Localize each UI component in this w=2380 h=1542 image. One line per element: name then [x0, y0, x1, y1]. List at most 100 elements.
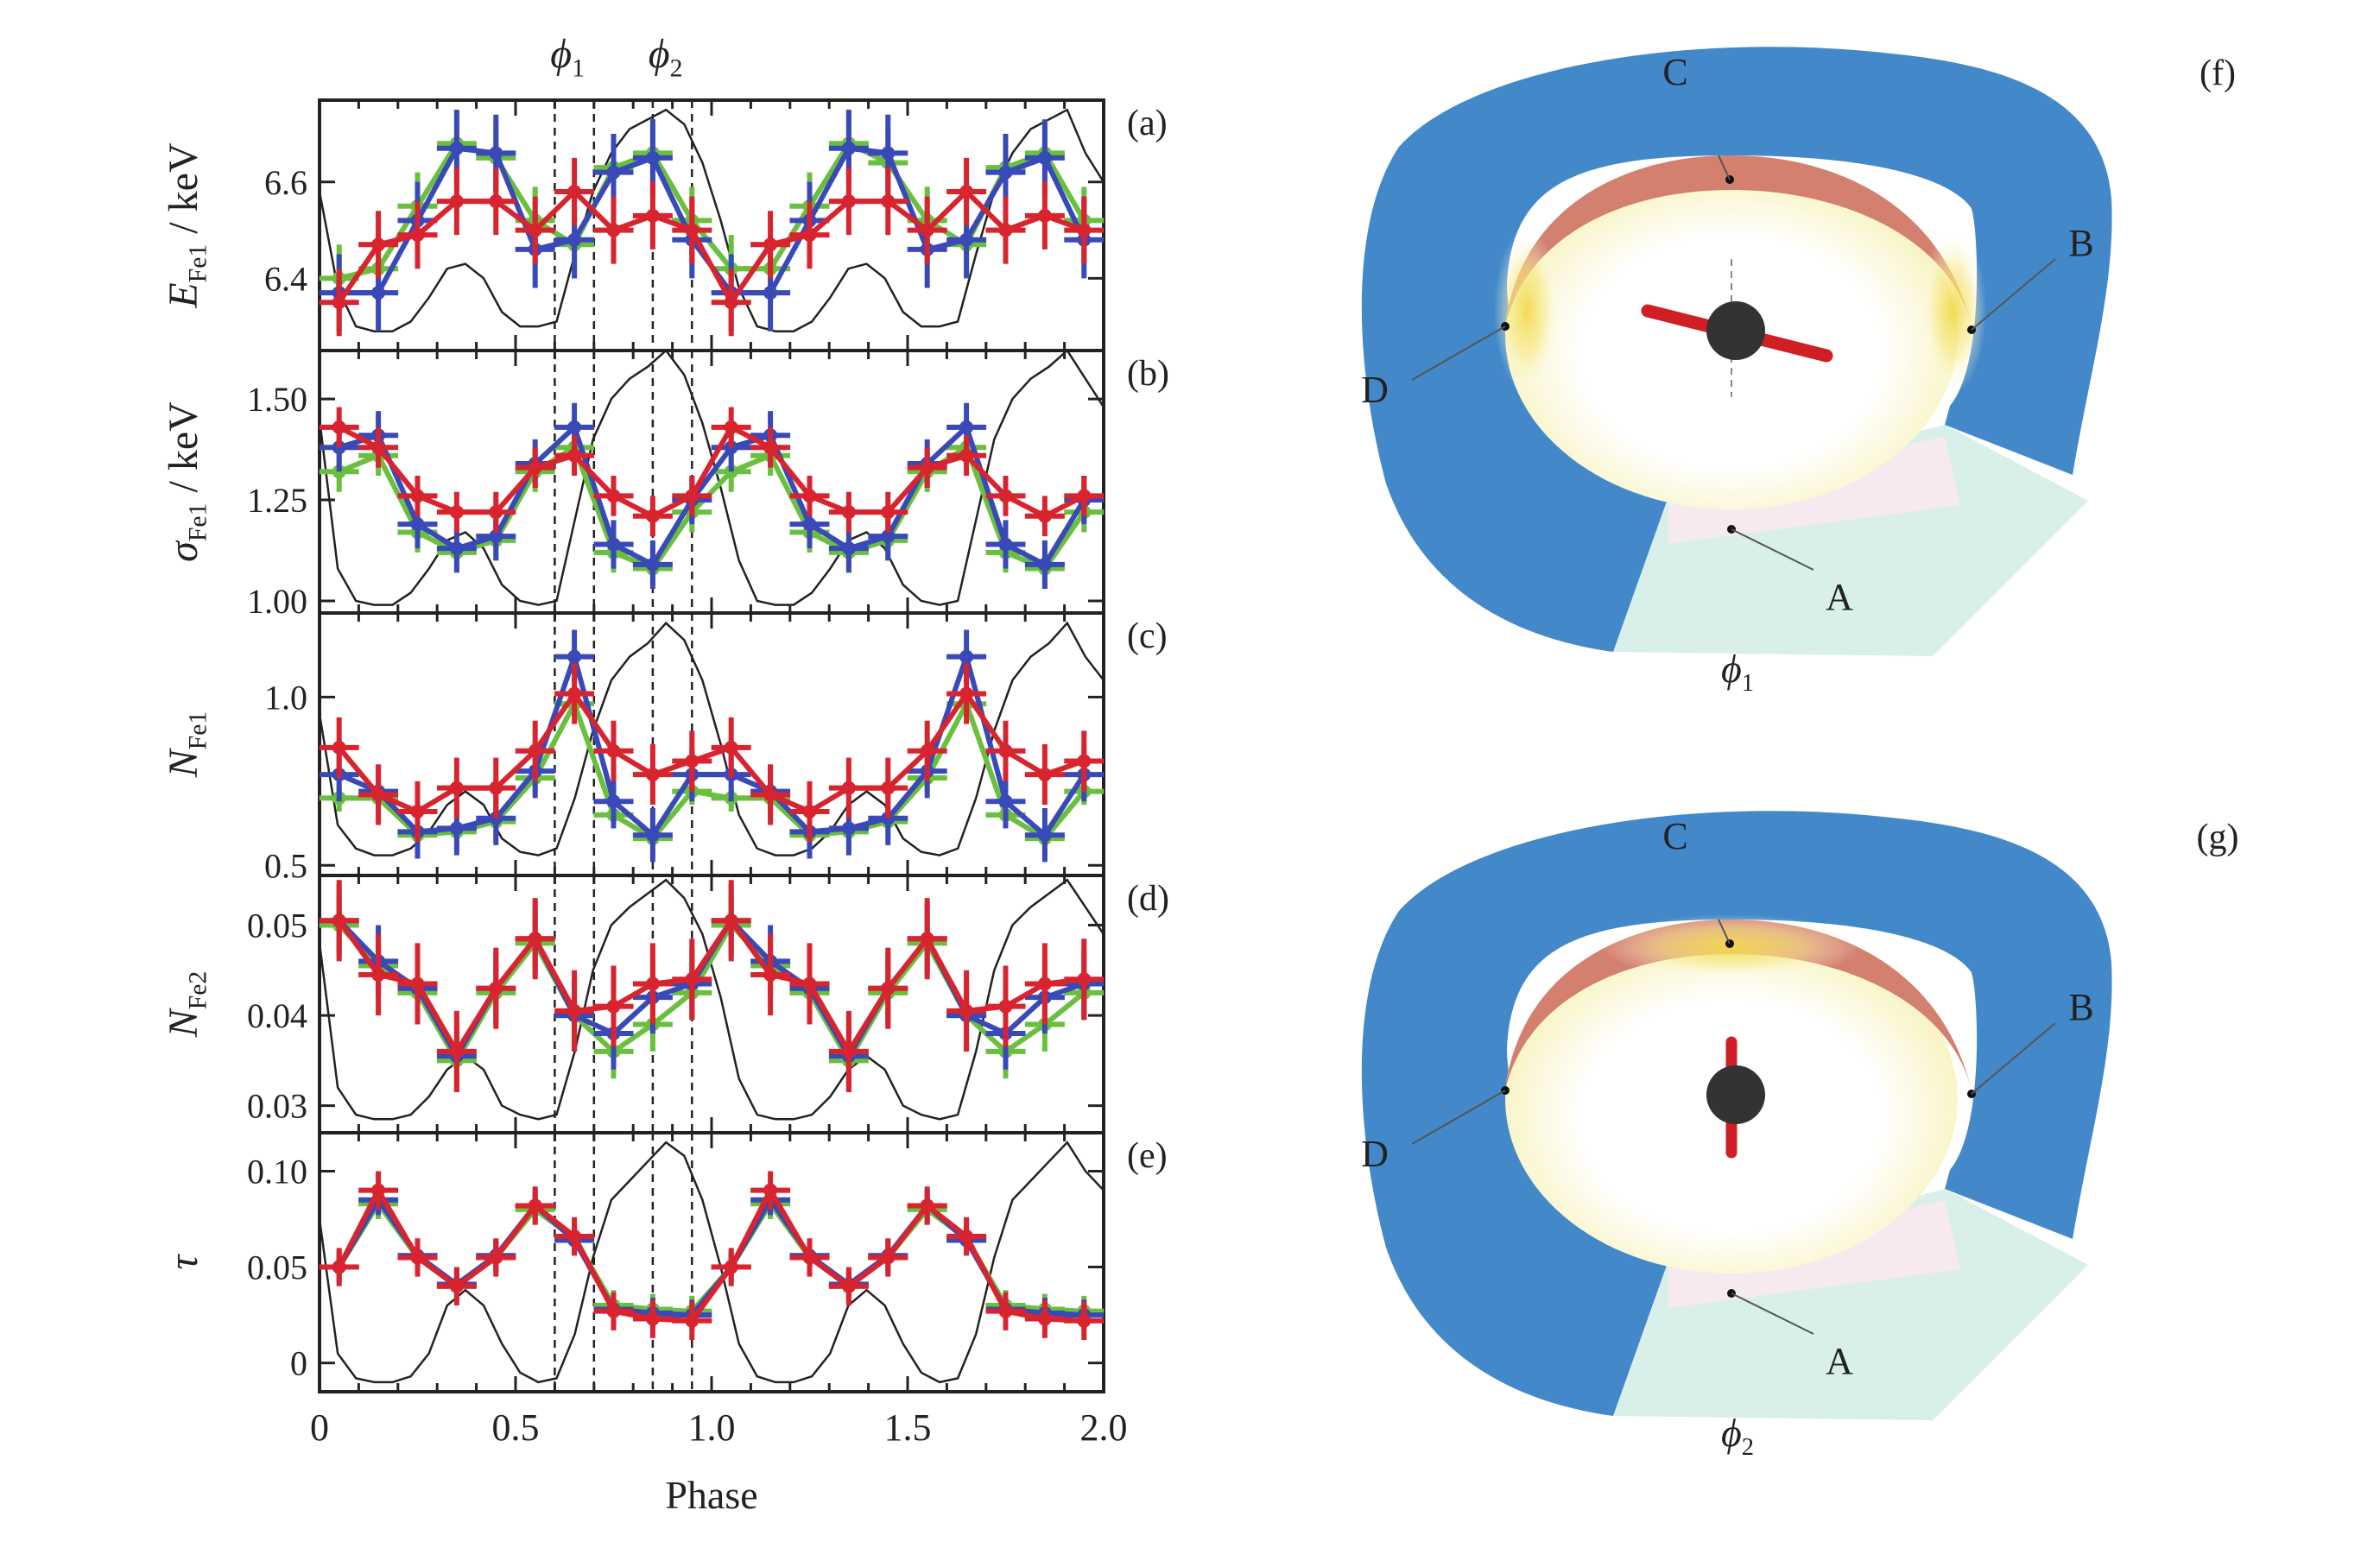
rim-glow-right: [1921, 229, 1986, 393]
data-point: [645, 509, 660, 523]
point-label-b: B: [2068, 222, 2093, 264]
data-point: [763, 440, 778, 455]
data-point: [1077, 754, 1092, 768]
data-point: [881, 981, 896, 995]
data-point: [410, 517, 425, 532]
data-point: [685, 489, 699, 503]
data-point: [763, 968, 778, 983]
data-point: [685, 972, 699, 987]
data-point: [606, 794, 621, 809]
pulse-profile: [318, 621, 1105, 856]
data-point: [763, 286, 778, 300]
pointer-d: [1411, 1090, 1506, 1145]
data-point: [489, 146, 503, 161]
diagram-f-phase-var: ϕ: [1721, 647, 1742, 691]
data-point: [606, 743, 621, 758]
data-point: [567, 232, 582, 247]
data-point: [528, 1198, 542, 1213]
data-point: [489, 981, 503, 995]
data-point: [841, 141, 856, 155]
pulse-profile: [318, 349, 1105, 606]
data-point: [881, 505, 896, 520]
series-green: [319, 427, 1105, 589]
data-point: [998, 165, 1013, 180]
data-point: [567, 649, 582, 664]
data-point: [449, 780, 464, 795]
data-point: [410, 489, 425, 503]
data-point: [645, 828, 660, 843]
panel-d: 0.03 0.04 0.05 NFe2 (d): [161, 874, 1169, 1134]
data-point: [998, 1304, 1013, 1318]
series-red: [319, 1171, 1105, 1340]
panel-b-ylabel-sub: Fe1: [184, 503, 212, 542]
data-point: [1037, 509, 1052, 523]
panel-a-frame: [318, 98, 1105, 352]
point-label-d: D: [1361, 1133, 1389, 1175]
data-point: [528, 932, 542, 946]
neutron-star: [1706, 301, 1765, 360]
y-tick-label: 0: [290, 1344, 307, 1383]
panel-c-ylabel-var: N: [161, 747, 206, 778]
data-point: [449, 1044, 464, 1059]
panel-c-ylabel-sub: Fe1: [184, 711, 212, 750]
panel-d-ylabel-var: N: [161, 1007, 206, 1038]
data-point: [685, 754, 699, 768]
data-point: [881, 529, 896, 544]
data-point: [645, 976, 660, 991]
y-tick-label: 1.0: [264, 678, 307, 717]
pointer-c: [1718, 155, 1731, 180]
data-point: [332, 740, 346, 755]
diagram-f-phase-sub: 1: [1742, 670, 1754, 697]
data-point: [528, 460, 542, 475]
y-tick-label: 6.6: [264, 163, 307, 202]
data-point: [332, 295, 346, 310]
panel-b-label: (b): [1127, 354, 1169, 394]
data-point: [920, 1198, 934, 1213]
panel-a-ylabel-unit: / keV: [161, 142, 206, 244]
data-point: [567, 1003, 582, 1018]
data-point: [841, 1279, 856, 1293]
data-point: [841, 1044, 856, 1059]
series-red: [319, 157, 1105, 337]
series-line: [337, 1185, 1085, 1324]
data-point: [567, 420, 582, 434]
panel-a-ylabel-sub: Fe1: [184, 244, 212, 283]
panel-c-label: (c): [1127, 616, 1168, 656]
panel-b-ylabel: σFe1 / keV: [161, 401, 212, 562]
data-point: [371, 440, 386, 455]
data-point: [410, 976, 425, 991]
y-tick-label: 0.03: [247, 1087, 307, 1126]
data-point: [959, 649, 974, 664]
data-point: [410, 804, 425, 818]
data-point: [881, 780, 896, 795]
data-point: [724, 740, 738, 755]
data-point: [724, 420, 738, 434]
data-point: [881, 1250, 896, 1265]
data-point: [1037, 828, 1052, 843]
panel-a-ylabel: EFe1 / keV: [161, 142, 212, 309]
data-point: [1077, 972, 1092, 987]
data-point: [841, 194, 856, 209]
pulse-profile: [318, 1141, 1105, 1384]
data-point: [1077, 489, 1092, 503]
data-point: [841, 780, 856, 795]
pointer-a: [1731, 528, 1814, 571]
data-point: [332, 1260, 346, 1274]
pulse-profile: [318, 108, 1105, 332]
series-red: [319, 663, 1105, 843]
x-tick-label: 2.0: [1080, 1406, 1128, 1449]
data-point: [1077, 223, 1092, 237]
pointer-b: [1971, 1022, 2056, 1095]
panel-e-frame: [318, 1131, 1105, 1393]
panel-f-label: (f): [2200, 54, 2236, 93]
panel-b-ylabel-unit: / keV: [161, 401, 206, 503]
data-point: [920, 932, 934, 946]
data-point: [998, 223, 1013, 237]
series-red: [319, 880, 1105, 1092]
data-point: [763, 1183, 778, 1198]
rim-band: [1505, 155, 1972, 326]
data-point: [920, 223, 934, 237]
